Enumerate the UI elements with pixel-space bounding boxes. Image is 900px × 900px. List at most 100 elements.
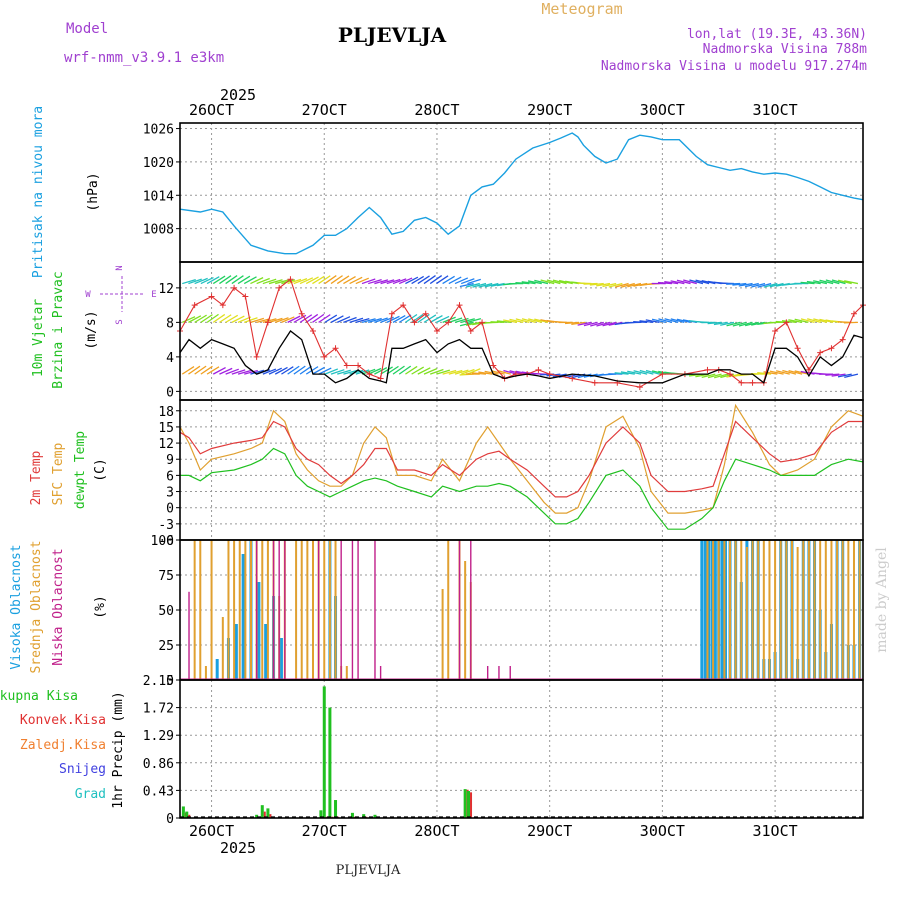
convective-precip-bar	[263, 811, 266, 818]
y-tick-label: -3	[158, 518, 174, 533]
wind-arrow	[231, 369, 246, 375]
wind-arrow	[602, 282, 617, 288]
cloud-panel: 0 25 50 75 100	[151, 534, 863, 689]
low-cloud-bar	[272, 540, 275, 680]
pressure-line	[179, 132, 864, 255]
wind-arrow	[633, 321, 648, 324]
panel-frame	[179, 122, 864, 263]
total-precip-bar	[328, 707, 332, 818]
mid-cloud-bar	[306, 540, 309, 680]
wind-arrow	[268, 367, 282, 375]
wind-arrow	[478, 371, 493, 375]
wind-arrow	[374, 367, 388, 375]
temp-title-2: SFC Temp	[51, 443, 66, 506]
wind-arrow	[769, 370, 784, 375]
high-cloud-bar	[234, 624, 238, 680]
wind-arrow	[305, 276, 319, 285]
y-tick-label: 12	[158, 282, 174, 297]
y-tick-label: 1.72	[143, 702, 174, 717]
mid-cloud-bar	[345, 666, 348, 680]
wind-arrow	[515, 282, 530, 285]
mid-cloud-bar	[261, 540, 264, 680]
wind-arrow	[467, 368, 481, 375]
low-cloud-bar	[188, 591, 190, 680]
wind-arrow	[490, 321, 505, 324]
gust-marker	[727, 371, 734, 378]
wind-arrow	[262, 318, 277, 324]
wind-arrow	[769, 282, 784, 288]
wind-arrow	[596, 321, 611, 327]
mid-cloud-bar	[311, 540, 314, 680]
gust-marker	[535, 366, 542, 373]
mid-cloud-bar	[706, 540, 709, 680]
gust-marker	[546, 371, 553, 378]
total-precip-bar	[266, 808, 270, 818]
mid-cloud-bar	[712, 540, 715, 680]
wind-arrow	[367, 367, 382, 375]
wind-arrow	[806, 280, 821, 285]
temp-2m-line	[179, 420, 863, 498]
y-tick-label: -6	[158, 534, 174, 549]
gust-marker	[276, 284, 283, 291]
wind-arrow	[349, 317, 364, 323]
mid-cloud-bar	[199, 540, 202, 680]
wind-arrow	[825, 373, 840, 376]
wind-arrow	[442, 275, 455, 285]
wind-arrow	[436, 369, 451, 375]
wind-arrow	[336, 275, 350, 285]
wind-arrow	[459, 282, 474, 288]
wind-arrow	[819, 318, 834, 324]
wind-arrow	[206, 276, 220, 285]
total-precip-bar	[260, 805, 264, 818]
wind-arrow	[800, 281, 815, 285]
wind-arrow	[460, 278, 475, 285]
wind-direction-arrows	[181, 275, 859, 379]
gust-marker	[749, 379, 756, 386]
wind-arrow	[423, 368, 438, 375]
wind-arrow	[287, 278, 302, 285]
wind-arrow	[212, 313, 226, 323]
wind-arrow	[287, 365, 300, 375]
compass-n: N	[115, 265, 125, 270]
wind-arrow	[212, 275, 226, 285]
wind-arrow	[380, 279, 395, 285]
wind-arrow	[429, 368, 444, 375]
wind-arrow	[825, 279, 840, 285]
wind-arrow	[627, 370, 642, 375]
wind-arrow	[540, 279, 555, 285]
wind-arrow	[436, 275, 449, 285]
wind-arrow	[788, 369, 803, 375]
wind-arrow	[250, 277, 264, 285]
mid-cloud-bar	[819, 540, 822, 680]
wind-arrow	[181, 316, 196, 323]
wind-arrow	[343, 316, 357, 323]
wind-arrow	[343, 276, 356, 285]
wind-arrow	[794, 318, 809, 324]
wind-arrow	[336, 316, 351, 323]
wind-arrow	[707, 373, 722, 379]
wind-arrow	[324, 275, 337, 285]
low-cloud-bar	[278, 540, 280, 680]
y-tick-label: 25	[158, 639, 174, 654]
low-cloud-bar	[284, 540, 286, 680]
wind-arrow	[349, 276, 363, 285]
y-tick-label: 0.43	[143, 784, 174, 799]
top-date-tick: 27OCT	[302, 101, 347, 119]
wind-arrow	[788, 319, 803, 324]
y-tick-label: 9	[166, 453, 174, 468]
y-tick-label: 75	[158, 569, 174, 584]
wind-arrow	[225, 275, 238, 285]
mid-cloud-bar	[441, 589, 444, 680]
wind-arrow	[781, 319, 797, 324]
high-cloud-bar	[279, 638, 283, 680]
mid-cloud-bar	[841, 540, 844, 680]
wind-arrow	[429, 275, 443, 285]
wind-arrow	[571, 321, 586, 326]
wind-arrow	[318, 367, 332, 375]
gust-marker	[569, 375, 576, 382]
wind-arrow	[299, 277, 314, 285]
wind-arrow	[287, 315, 301, 323]
gust-marker	[704, 366, 711, 373]
bottom-date-tick: 27OCT	[302, 822, 347, 840]
